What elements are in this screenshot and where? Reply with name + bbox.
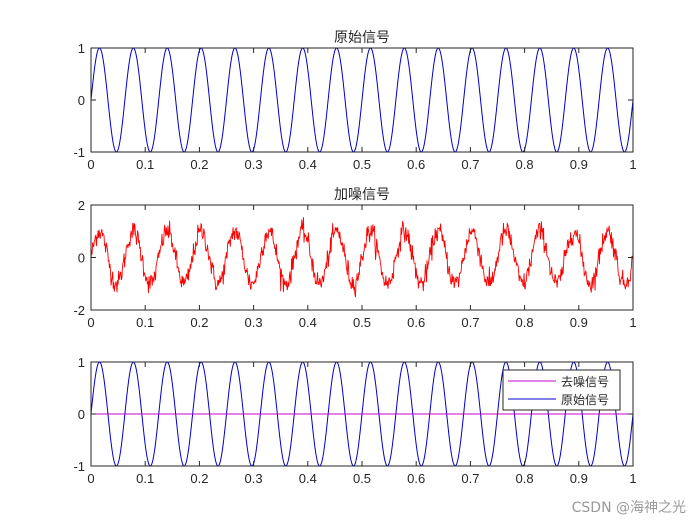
x-tick-label: 0.6 — [407, 471, 425, 486]
y-tick-label: 0 — [78, 251, 85, 266]
x-tick-label: 0.3 — [245, 315, 263, 330]
x-tick-label: 0.4 — [299, 471, 317, 486]
y-tick-label: 0 — [78, 93, 85, 108]
x-tick-label: 0 — [87, 157, 94, 172]
subplot-title: 原始信号 — [334, 30, 390, 46]
y-tick-label: 0 — [78, 407, 85, 422]
x-tick-label: 0.9 — [570, 471, 588, 486]
subplot-3: 0 0.1 0.2 0.3 0.4 0.5 0.6 0.7 0.8 0.9 1-101去噪信号原始信… — [73, 355, 636, 486]
x-tick-label: 0.5 — [353, 471, 371, 486]
x-tick-label: 0.6 — [407, 315, 425, 330]
y-tick-label: 2 — [78, 198, 85, 213]
y-tick-label: -2 — [73, 303, 85, 318]
x-tick-label: 0.8 — [516, 471, 534, 486]
x-tick-label: 1 — [629, 471, 636, 486]
plot-area — [91, 48, 633, 152]
watermark: CSDN @海神之光 — [571, 500, 686, 516]
x-tick-label: 0.2 — [190, 157, 208, 172]
x-tick-label: 0.9 — [570, 157, 588, 172]
plot-area — [91, 217, 633, 298]
plot-area — [91, 362, 633, 466]
subplot-title: 加噪信号 — [334, 187, 390, 203]
x-tick-label: 0.4 — [299, 157, 317, 172]
legend-entry: 去噪信号 — [561, 375, 609, 389]
y-tick-label: 1 — [78, 355, 85, 370]
x-tick-label: 0 — [87, 315, 94, 330]
x-tick-label: 0.3 — [245, 471, 263, 486]
x-tick-label: 0.7 — [461, 157, 479, 172]
x-tick-label: 0.8 — [516, 157, 534, 172]
x-tick-label: 0.2 — [190, 471, 208, 486]
series-line — [91, 217, 633, 298]
x-tick-label: 0.2 — [190, 315, 208, 330]
x-tick-label: 0 — [87, 471, 94, 486]
x-tick-label: 0.6 — [407, 157, 425, 172]
x-tick-label: 0.1 — [136, 315, 154, 330]
legend-entry: 原始信号 — [561, 393, 609, 407]
x-tick-label: 0.7 — [461, 315, 479, 330]
x-tick-label: 0.7 — [461, 471, 479, 486]
x-tick-label: 0.1 — [136, 471, 154, 486]
x-tick-label: 0.3 — [245, 157, 263, 172]
x-tick-label: 1 — [629, 157, 636, 172]
y-tick-label: -1 — [73, 459, 85, 474]
x-tick-label: 0.1 — [136, 157, 154, 172]
y-tick-label: -1 — [73, 145, 85, 160]
x-tick-label: 0.9 — [570, 315, 588, 330]
y-tick-label: 1 — [78, 41, 85, 56]
x-tick-label: 1 — [629, 315, 636, 330]
x-tick-label: 0.4 — [299, 315, 317, 330]
x-tick-label: 0.8 — [516, 315, 534, 330]
x-tick-label: 0.5 — [353, 157, 371, 172]
series-line — [91, 48, 633, 152]
x-tick-label: 0.5 — [353, 315, 371, 330]
